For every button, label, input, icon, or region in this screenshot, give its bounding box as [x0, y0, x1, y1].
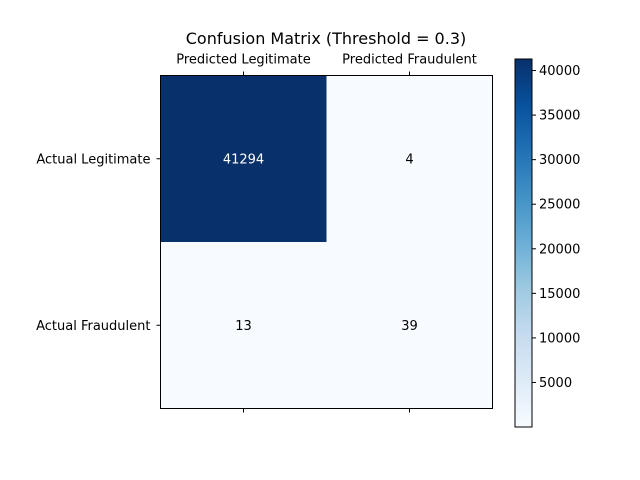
y-axis-ticks: Actual Legitimate Actual Fraudulent	[36, 152, 161, 334]
heatmap-cell-labels: 41294 4 13 39	[223, 152, 418, 334]
heatmap-cell	[160, 75, 327, 242]
colorbar-tick-label: 25000	[539, 198, 580, 213]
y-tick-label: Actual Fraudulent	[36, 319, 150, 334]
y-tick-label: Actual Legitimate	[36, 152, 150, 167]
colorbar: 5000 10000 15000 20000 25000 30000 35000 40000	[514, 58, 580, 428]
colorbar-tick-label: 20000	[539, 242, 580, 257]
x-axis-ticks: Predicted Legitimate Predicted Fraudulent	[176, 53, 477, 413]
chart-title: Confusion Matrix (Threshold = 0.3)	[186, 29, 467, 48]
cell-value-label: 4	[405, 152, 413, 167]
x-tick-label: Predicted Fraudulent	[342, 53, 477, 68]
colorbar-tick-label: 40000	[539, 64, 580, 79]
colorbar-gradient	[515, 59, 532, 427]
colorbar-tick-label: 35000	[539, 109, 580, 124]
colorbar-tick-label: 15000	[539, 287, 580, 302]
cell-value-label: 13	[235, 319, 252, 334]
colorbar-frame	[514, 58, 533, 428]
colorbar-ticks: 5000 10000 15000 20000 25000 30000 35000 40000	[532, 64, 580, 391]
heatmap-cell	[326, 242, 493, 409]
cell-value-label: 39	[401, 319, 418, 334]
heatmap-cell	[326, 75, 493, 242]
heatmap-cells	[160, 75, 493, 409]
colorbar-tick-label: 30000	[539, 153, 580, 168]
colorbar-tick-label: 10000	[539, 331, 580, 346]
colorbar-tick-label: 5000	[539, 376, 572, 391]
cell-value-label: 41294	[223, 152, 264, 167]
heatmap-cell	[160, 242, 327, 409]
x-tick-label: Predicted Legitimate	[176, 53, 310, 68]
plot-frame	[160, 75, 493, 409]
